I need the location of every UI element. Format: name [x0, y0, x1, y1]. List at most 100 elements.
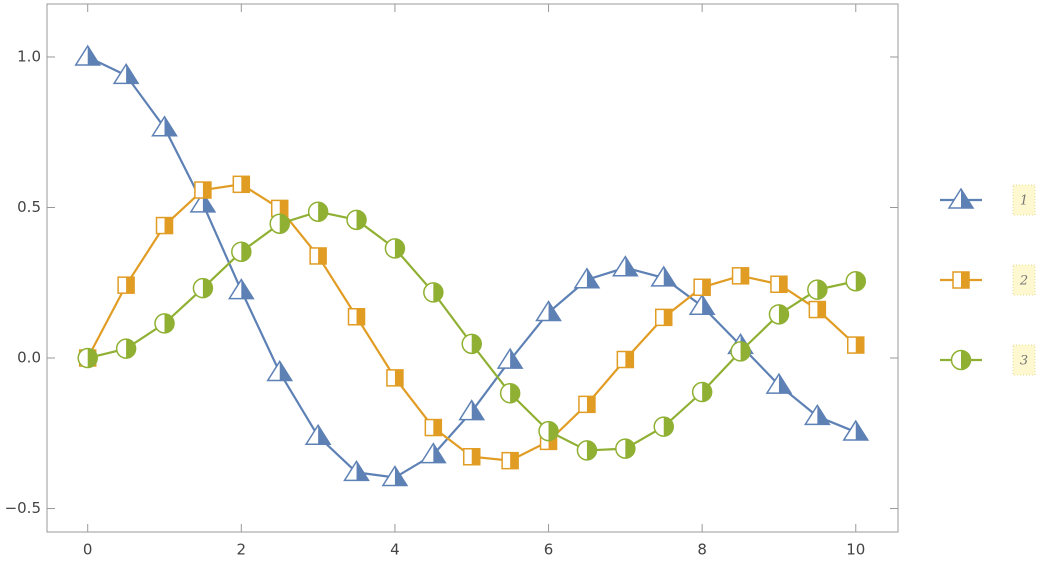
marker-fill: [586, 396, 595, 413]
marker: [731, 267, 750, 285]
marker: [950, 349, 972, 371]
marker-fill: [471, 400, 484, 420]
marker-fill: [778, 276, 787, 293]
marker-fill: [586, 268, 599, 288]
marker-fill: [817, 405, 830, 425]
marker: [650, 265, 678, 287]
marker-fill: [318, 425, 331, 445]
marker-fill: [510, 452, 519, 469]
marker: [151, 115, 178, 137]
marker-fill: [961, 350, 971, 370]
marker-fill: [356, 210, 367, 230]
marker: [576, 440, 598, 461]
marker-fill: [702, 382, 712, 402]
marker-fill: [510, 349, 523, 369]
marker: [947, 187, 975, 209]
marker-fill: [241, 279, 254, 299]
marker-fill: [433, 419, 442, 436]
marker-fill: [279, 361, 292, 381]
marker: [347, 308, 366, 326]
marker: [423, 282, 444, 303]
marker-fill: [778, 304, 789, 324]
marker: [765, 372, 793, 394]
marker-fill: [202, 278, 213, 298]
marker-fill: [164, 313, 175, 333]
marker-fill: [702, 295, 715, 315]
marker: [232, 175, 251, 194]
marker: [154, 313, 175, 334]
marker: [808, 300, 827, 319]
marker: [381, 465, 409, 487]
marker: [768, 304, 790, 325]
marker: [74, 44, 102, 66]
y-tick-label: 1.0: [17, 47, 41, 65]
marker-fill: [855, 337, 864, 354]
marker: [115, 338, 137, 359]
marker: [501, 451, 519, 470]
marker: [384, 238, 406, 259]
x-tick-label: 2: [237, 541, 247, 559]
legend-label-box: [1012, 264, 1036, 296]
marker: [155, 216, 174, 235]
legend-label-box: [1012, 344, 1036, 376]
marker-fill: [126, 277, 135, 294]
marker: [227, 278, 255, 300]
marker-fill: [356, 461, 369, 481]
marker: [269, 213, 290, 234]
marker: [691, 381, 713, 403]
marker: [845, 270, 867, 292]
marker-fill: [548, 433, 557, 450]
marker: [194, 181, 212, 199]
marker: [461, 333, 482, 355]
marker: [847, 336, 865, 354]
marker-fill: [855, 421, 868, 441]
plot-frame: [46, 3, 899, 533]
marker-fill: [126, 64, 139, 84]
marker-fill: [663, 266, 676, 286]
marker: [424, 418, 443, 437]
x-tick-label: 4: [390, 541, 400, 559]
marker: [730, 341, 751, 362]
marker-fill: [855, 271, 866, 291]
marker: [538, 420, 559, 442]
marker: [688, 293, 716, 315]
marker: [615, 438, 636, 459]
marker-fill: [961, 272, 969, 288]
marker-fill: [625, 256, 638, 276]
marker-fill: [663, 417, 674, 437]
marker-fill: [87, 45, 100, 65]
marker: [458, 399, 486, 421]
marker-fill: [318, 247, 327, 264]
marker: [117, 276, 135, 294]
marker-fill: [202, 182, 211, 199]
y-tick-label: 0.5: [17, 198, 41, 216]
marker-fill: [394, 238, 405, 258]
marker-fill: [586, 440, 597, 460]
marker: [462, 447, 481, 466]
x-tick-label: 10: [846, 541, 865, 559]
legend-label: 2: [1019, 274, 1028, 289]
marker: [654, 308, 673, 327]
marker: [693, 278, 711, 297]
marker: [535, 300, 562, 322]
x-tick-label: 8: [697, 541, 707, 559]
marker-fill: [279, 200, 288, 217]
marker: [807, 279, 828, 300]
marker-fill: [548, 301, 561, 321]
marker: [419, 442, 447, 464]
marker: [499, 382, 521, 404]
marker: [309, 247, 327, 265]
legend-label-box: [1012, 184, 1036, 216]
marker-fill: [241, 242, 251, 262]
marker-fill: [433, 282, 443, 302]
marker: [611, 255, 639, 277]
marker: [346, 209, 367, 231]
marker-fill: [778, 374, 791, 394]
x-tick-label: 6: [544, 541, 554, 559]
marker: [304, 423, 332, 446]
marker-fill: [510, 383, 520, 403]
marker-fill: [625, 351, 634, 368]
marker: [952, 271, 970, 289]
marker-fill: [318, 202, 328, 222]
